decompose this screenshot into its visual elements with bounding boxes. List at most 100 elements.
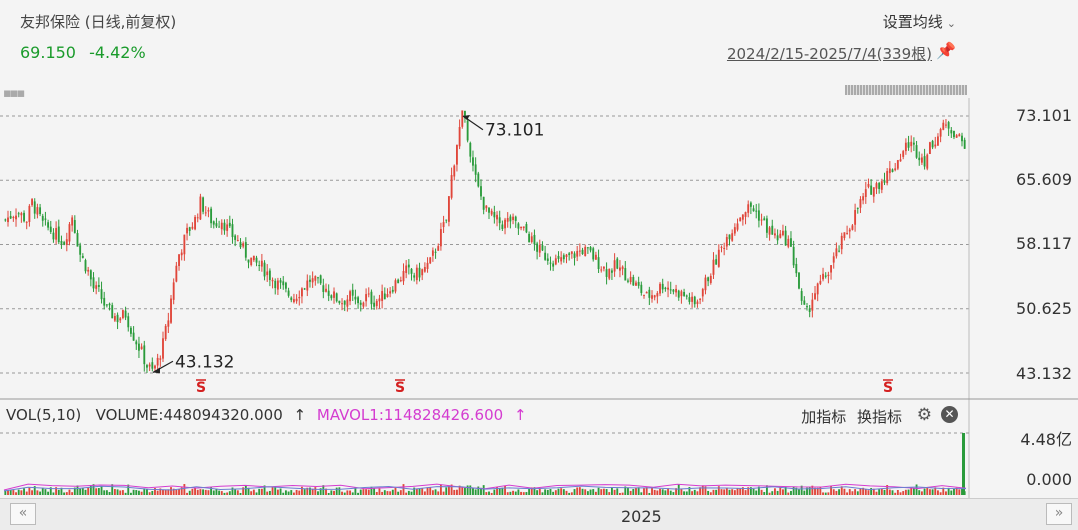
volume-bar [7, 490, 9, 495]
candle-body [143, 345, 146, 365]
candle-body [926, 154, 929, 169]
volume-bar [728, 489, 731, 495]
time-navigator[interactable] [0, 498, 1078, 530]
volume-bar [330, 490, 333, 495]
candle-body [186, 227, 188, 234]
mavol-value: MAVOL1:114828426.600 [316, 406, 504, 424]
candle-body [536, 243, 539, 252]
volume-bar [47, 491, 50, 495]
volume-bar [862, 487, 865, 495]
pin-icon[interactable]: 📌 [936, 41, 956, 60]
volume-bar [327, 492, 330, 495]
candle-body [512, 216, 514, 221]
candle-body [60, 241, 63, 244]
volume-bar [162, 489, 164, 495]
volume-bar [568, 492, 571, 495]
volume-bar [525, 492, 528, 495]
volume-bar [939, 492, 942, 495]
volume-bar [950, 490, 953, 495]
volume-bar [616, 488, 619, 495]
volume-bar [87, 487, 90, 495]
candle-body [148, 364, 151, 367]
volume-bar [723, 489, 726, 495]
volume-bar [442, 491, 445, 495]
volume-bar [456, 489, 458, 495]
scroll-handle-left[interactable]: ▪▪▪ [3, 86, 25, 101]
volume-bar [880, 488, 883, 495]
candle-body [570, 251, 573, 254]
candle-body [573, 253, 576, 258]
candle-body [565, 254, 568, 258]
volume-bar [23, 488, 25, 495]
volume-bar [493, 489, 496, 495]
candle-body [49, 226, 52, 232]
candle-body [560, 257, 563, 262]
volume-bar [643, 488, 645, 495]
candle-body [258, 264, 261, 266]
candle-body [172, 282, 175, 300]
volume-bar [816, 487, 819, 495]
candle-body [63, 242, 66, 245]
volume-bar [164, 489, 167, 495]
close-icon[interactable]: ✕ [941, 406, 958, 423]
volume-bar [57, 489, 60, 495]
candle-body [477, 173, 480, 187]
scroll-range-bar[interactable] [845, 85, 967, 95]
candle-body [399, 280, 402, 282]
volume-bar [602, 488, 605, 495]
candle-body [47, 222, 50, 228]
candle-body [677, 290, 680, 298]
candle-body [701, 289, 704, 297]
volume-bar [413, 487, 416, 495]
volume-bar [822, 492, 824, 495]
candle-body [741, 214, 744, 220]
ma-settings-button[interactable]: 设置均线 ⌄ [883, 11, 956, 32]
candle-body [202, 197, 205, 212]
volume-bar [284, 490, 287, 495]
volume-bar [207, 490, 210, 495]
volume-bar [562, 489, 565, 495]
low-annotation: 43.132 [175, 352, 234, 372]
volume-bar [530, 487, 533, 495]
volume-bar [375, 491, 378, 495]
volume-bar [552, 491, 555, 495]
date-range-link[interactable]: 2024/2/15-2025/7/4(339根) [726, 45, 932, 63]
candle-body [210, 208, 213, 224]
volume-bar [322, 485, 325, 495]
switch-indicator-button[interactable]: 换指标 [856, 408, 902, 426]
candle-body [274, 280, 277, 289]
volume-bar [445, 487, 448, 495]
volume-bar [653, 489, 656, 495]
scroll-left-button[interactable]: « [10, 503, 36, 525]
volume-bar [504, 486, 506, 495]
candle-body [931, 140, 934, 148]
candle-body [643, 294, 645, 296]
volume-bar [311, 488, 314, 495]
gear-icon[interactable]: ⚙ [916, 405, 932, 425]
candle-body [937, 136, 939, 146]
volume-bar-last [962, 433, 965, 495]
volume-bar [635, 487, 637, 495]
candle-body [910, 141, 913, 147]
volume-bar [293, 492, 295, 495]
add-indicator-button[interactable]: 加指标 [801, 408, 847, 426]
candle-body [664, 287, 667, 290]
candle-body [103, 297, 106, 306]
volume-bar [680, 489, 683, 495]
volume-bar [632, 488, 635, 495]
volume-bar [474, 489, 477, 495]
candle-body [928, 142, 931, 155]
volume-bar [747, 487, 750, 495]
candle-body [602, 266, 605, 269]
candle-body [381, 291, 384, 301]
candle-body [963, 139, 966, 149]
scroll-right-button[interactable]: » [1046, 503, 1072, 525]
volume-bar [961, 487, 963, 495]
volume-y-tick: 0.000 [1026, 470, 1072, 489]
candle-body [760, 219, 763, 221]
candle-body [747, 204, 750, 213]
volume-bar [528, 488, 531, 495]
volume-bar [33, 486, 36, 495]
volume-bar [25, 491, 28, 495]
